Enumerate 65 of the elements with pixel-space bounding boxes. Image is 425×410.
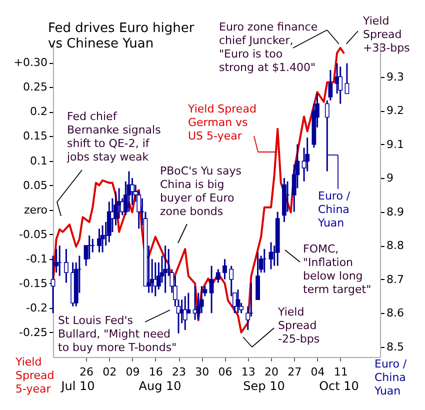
x-tick-label: 13	[241, 366, 256, 378]
candlestick	[209, 265, 214, 314]
x-tick-label: 16	[148, 366, 163, 378]
text: Jul 10	[60, 379, 95, 393]
candlestick	[338, 66, 343, 105]
x-tick-label: 06	[218, 366, 232, 378]
y-tick-label: 0.05	[23, 178, 48, 192]
x-tick-label: 04	[310, 366, 325, 378]
y2-tick-label: 8.8	[386, 239, 404, 252]
y-tick-label: 0.1	[30, 154, 48, 168]
annotation: PBoC's Yu says China is big buyer of Euro zone bonds	[160, 164, 242, 218]
chart-title: Fed drives Euro higher vs Chinese Yuan	[48, 21, 195, 52]
candlestick	[216, 268, 220, 284]
text: Euro / China Yuan	[317, 190, 350, 230]
y2-tick-label: 9	[386, 172, 394, 185]
candlestick	[344, 62, 350, 94]
x-tick-label: 30	[195, 366, 210, 378]
candlestick	[268, 241, 274, 270]
y-tick-label: -0.2	[26, 301, 48, 314]
y2-tick-label: 8.6	[386, 306, 404, 320]
candlestick	[236, 288, 240, 314]
candlestick	[106, 200, 112, 243]
x-tick-label: 20	[264, 366, 278, 378]
y-tick-label: +0.30	[14, 56, 48, 70]
y2-axis-title: Euro / China Yuan	[374, 358, 407, 398]
y2-tick-label: 9.3	[386, 70, 404, 84]
annotation: Fed chief Bernanke signals shift to QE-2, if jobs stay weak	[66, 110, 162, 164]
candlestick	[328, 69, 333, 102]
y-tick-label: zero	[24, 203, 48, 216]
annotation: St Louis Fed's Bullard, "Might need to buy more T-bonds"	[58, 314, 177, 354]
y-axis-title: Yield Spread 5-year	[14, 356, 54, 396]
candlestick	[324, 100, 330, 172]
series-label: Yield Spread German vs US 5-year	[187, 102, 256, 142]
y-tick-label: 0.25	[23, 80, 48, 94]
annotation: Yield Spread +33-bps	[362, 14, 410, 54]
y-tick-label: 0.15	[23, 130, 48, 143]
text: Aug 10	[138, 379, 182, 393]
y-tick-label: -0.15	[19, 276, 48, 290]
y2-tick-label: 9.2	[386, 104, 404, 118]
y2-tick-label: 9.1	[386, 138, 404, 151]
text: Sep 10	[243, 379, 285, 393]
x-tick-label: 09	[126, 366, 140, 378]
candlestick	[163, 244, 168, 294]
y-tick-label: -0.05	[19, 228, 48, 241]
y-tick-label: 0.2	[30, 105, 48, 118]
y2-tick-label: 8.9	[386, 205, 404, 218]
candlestick	[222, 258, 227, 280]
candlestick	[130, 177, 134, 206]
text: Oct 10	[319, 379, 359, 393]
candlestick	[256, 252, 260, 300]
candlestick	[182, 295, 188, 331]
y-tick-label: -0.1	[26, 252, 48, 266]
y2-tick-label: 8.5	[386, 340, 404, 354]
candlestick	[97, 228, 102, 254]
x-tick-label: 26	[80, 366, 94, 378]
candlestick	[64, 248, 68, 284]
x-tick-label: 02	[102, 366, 117, 378]
annotation: FOMC, "Inflation below long term target"	[303, 242, 372, 296]
y-tick-label: -0.25	[19, 326, 48, 339]
x-tick-label: 11	[334, 366, 348, 378]
annotation: Euro zone finance chief Juncker, "Euro is too strong at $1.400"	[219, 20, 318, 74]
x-tick-label: 27	[288, 366, 302, 378]
y2-tick-label: 8.7	[386, 272, 404, 286]
x-tick-label: 23	[172, 366, 186, 378]
annotation: Yield Spread -25-bps	[277, 306, 320, 346]
